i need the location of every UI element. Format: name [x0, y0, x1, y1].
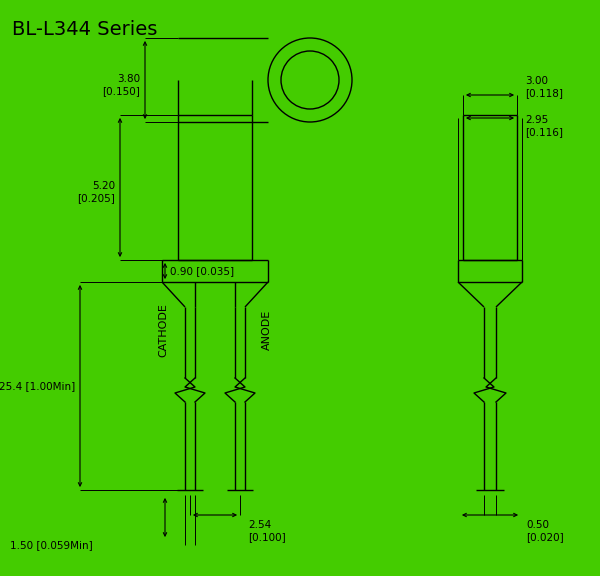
- Text: 3.80
[0.150]: 3.80 [0.150]: [102, 74, 140, 96]
- Text: 0.90 [0.035]: 0.90 [0.035]: [170, 266, 234, 276]
- Text: 3.00
[0.118]: 3.00 [0.118]: [525, 76, 563, 98]
- Text: 2.95
[0.116]: 2.95 [0.116]: [525, 115, 563, 137]
- Text: 1.50 [0.059Min]: 1.50 [0.059Min]: [10, 540, 93, 550]
- Text: 0.50
[0.020]: 0.50 [0.020]: [526, 520, 564, 541]
- Text: 25.4 [1.00Min]: 25.4 [1.00Min]: [0, 381, 75, 391]
- Text: CATHODE: CATHODE: [158, 303, 168, 357]
- Text: 5.20
[0.205]: 5.20 [0.205]: [77, 181, 115, 203]
- Text: ANODE: ANODE: [262, 310, 272, 350]
- Text: BL-L344 Series: BL-L344 Series: [12, 20, 157, 39]
- Text: 2.54
[0.100]: 2.54 [0.100]: [248, 520, 286, 541]
